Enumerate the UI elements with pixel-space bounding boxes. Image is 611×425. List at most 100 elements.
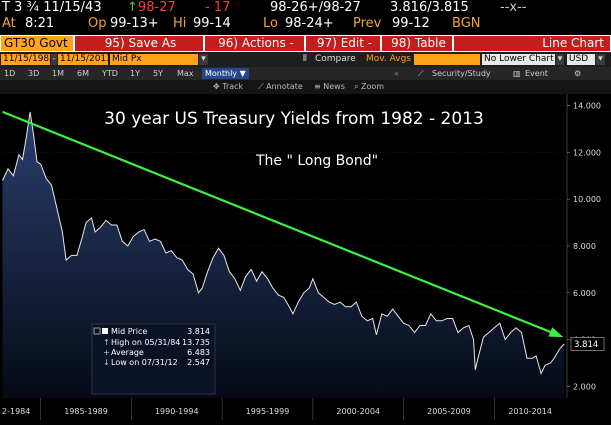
x-tick-label: 2000-2004 xyxy=(336,407,380,416)
lower-chart-select[interactable]: No Lower Chart xyxy=(482,54,555,65)
at-label: At xyxy=(2,16,16,31)
legend-average-icon: + xyxy=(103,348,110,357)
prev-label: Prev xyxy=(353,16,382,31)
date-separator: - xyxy=(51,54,57,65)
up-arrow-icon: ↑ xyxy=(127,0,138,15)
legend-low-icon: ↓ xyxy=(103,358,110,367)
legend-low-value: 2.547 xyxy=(187,358,210,367)
frequency-select[interactable]: Monthly ▼ xyxy=(202,68,249,79)
annotate-button[interactable]: ⟋ Annotate xyxy=(258,82,303,91)
lower-chart-dropdown-icon[interactable]: ▾ xyxy=(556,54,564,65)
legend-average-label: Average xyxy=(111,348,144,357)
legend-high-icon: ↑ xyxy=(103,338,110,347)
currency-dropdown-icon[interactable]: ▾ xyxy=(596,54,605,65)
last-value-tag xyxy=(570,337,605,351)
period-1y[interactable]: 1Y xyxy=(130,69,140,78)
collapse-icon[interactable]: « xyxy=(394,69,399,78)
x-tick-label: 1985-1989 xyxy=(64,407,108,416)
ticker-placeholder: --x-- xyxy=(500,0,527,15)
compare-icon[interactable]: ⫴ xyxy=(303,54,307,64)
period-6m[interactable]: 6M xyxy=(77,69,89,78)
x-tick-label: 2005-2009 xyxy=(427,407,471,416)
x-tick-label: 2010-2014 xyxy=(508,407,552,416)
low-value: 98-24+ xyxy=(285,16,334,31)
ticker-row-session: At 8:21 Op 99-13+ Hi 99-14 Lo 98-24+ Pre… xyxy=(0,16,611,32)
last-price: 98-27 xyxy=(138,0,176,15)
chart-settings-row: 11/15/1982 - 11/15/2013 Mid Px ▾ ⫴ Compa… xyxy=(0,52,611,67)
x-axis-band xyxy=(0,398,611,425)
currency-select[interactable]: USD xyxy=(567,54,595,65)
security-study-button[interactable]: Security/Study xyxy=(432,69,491,78)
open-value: 99-13+ xyxy=(110,16,159,31)
y-tick-label: 8.000 xyxy=(573,242,596,251)
x-tick-label: 1990-1994 xyxy=(155,407,199,416)
yield-line[interactable] xyxy=(2,111,565,375)
end-date-field[interactable]: 11/15/2013 xyxy=(58,54,112,65)
y-tick-label: 12.000 xyxy=(573,148,601,157)
y-tick-label: 6.000 xyxy=(573,289,596,298)
security-ticker-field[interactable]: GT30 Govt xyxy=(1,36,73,51)
period-max[interactable]: Max xyxy=(177,69,194,78)
compare-button[interactable]: Compare xyxy=(315,54,356,64)
period-3d[interactable]: 3D xyxy=(28,69,40,78)
legend-high-value: 13.735 xyxy=(182,338,210,347)
table-button[interactable]: 98) Table xyxy=(382,36,452,51)
security-symbol: T 3 ¾ 11/15/43 xyxy=(2,0,102,15)
zoom-button[interactable]: ⌕ Zoom xyxy=(354,82,385,91)
actions-button[interactable]: 96) Actions - xyxy=(205,36,304,51)
news-button[interactable]: ≡ News xyxy=(314,82,345,91)
at-time: 8:21 xyxy=(25,16,55,31)
period-ytd[interactable]: YTD xyxy=(102,69,118,78)
edit-button[interactable]: 97) Edit - xyxy=(306,36,380,51)
legend-mid-price-value: 3.814 xyxy=(187,327,210,336)
high-value: 99-14 xyxy=(193,16,231,31)
prev-value: 99-12 xyxy=(392,16,430,31)
open-label: Op xyxy=(88,16,107,31)
trend-arrowhead-icon xyxy=(548,327,564,338)
event-button[interactable]: Event xyxy=(525,69,548,78)
bid-ask: 98-26+/98-27 xyxy=(270,0,361,15)
x-tick-label: 1995-1999 xyxy=(246,407,290,416)
bid-ask-yields: 3.816/3.815 xyxy=(390,0,469,15)
start-date-field[interactable]: 11/15/1982 xyxy=(1,54,55,65)
x-tick-label: 2-1984 xyxy=(2,407,30,416)
event-icon[interactable]: ▥ xyxy=(513,69,521,78)
high-label: Hi xyxy=(173,16,187,31)
low-label: Lo xyxy=(263,16,278,31)
trend-line xyxy=(2,110,561,338)
chart-subtitle: The " Long Bond" xyxy=(255,153,378,169)
price-source: BGN xyxy=(452,16,481,31)
y-tick-label: 10.000 xyxy=(573,195,601,204)
x-axis: 2-1984 1985-1989 1990-1994 1995-1999 2000-20… xyxy=(0,398,611,425)
period-1m[interactable]: 1M xyxy=(52,69,64,78)
function-bar: GT30 Govt 95) Save As 96) Actions - 97) … xyxy=(0,35,611,52)
last-value-label: 3.814 xyxy=(574,340,598,350)
legend-high-label: High on 05/31/84 xyxy=(111,338,180,347)
field-select[interactable]: Mid Px xyxy=(110,54,198,65)
field-dropdown-icon[interactable]: ▾ xyxy=(199,54,208,65)
period-5y[interactable]: 5Y xyxy=(153,69,163,78)
legend-low-label: Low on 07/31/12 xyxy=(111,358,178,367)
y-tick-label: 2.000 xyxy=(573,382,596,391)
legend-collapse-icon[interactable] xyxy=(93,327,101,335)
moving-averages-strip xyxy=(414,54,480,65)
chart-type-title: Line Chart xyxy=(454,36,610,51)
legend-box xyxy=(91,323,216,395)
legend-average-value: 6.483 xyxy=(187,348,210,357)
chart-legend[interactable]: Mid Price 3.814 ↑ High on 05/31/84 13.73… xyxy=(91,323,216,395)
chart-title: 30 year US Treasury Yields from 1982 - 2… xyxy=(104,109,484,129)
moving-averages-button[interactable]: Mov. Avgs xyxy=(366,54,411,64)
track-button[interactable]: ✥ Track xyxy=(213,82,244,91)
save-as-button[interactable]: 95) Save As xyxy=(75,36,203,51)
ticker-row-price: T 3 ¾ 11/15/43 ↑ 98-27 - 17 98-26+/98-27… xyxy=(0,0,611,16)
net-change: - 17 xyxy=(205,0,231,15)
period-row: 1D 3D 1M 6M YTD 1Y 5Y Max Monthly ▼ « ⟋ … xyxy=(0,67,611,80)
legend-mid-price-label: Mid Price xyxy=(111,327,147,336)
legend-swatch-icon xyxy=(102,328,108,334)
y-tick-label: 14.000 xyxy=(573,102,601,111)
security-study-icon[interactable]: ⟋ xyxy=(418,69,424,78)
gear-icon[interactable]: ⚙ xyxy=(574,69,582,78)
chart-toolbar: ✥ Track ⟋ Annotate ≡ News ⌕ Zoom xyxy=(0,80,611,94)
period-1d[interactable]: 1D xyxy=(4,69,16,78)
